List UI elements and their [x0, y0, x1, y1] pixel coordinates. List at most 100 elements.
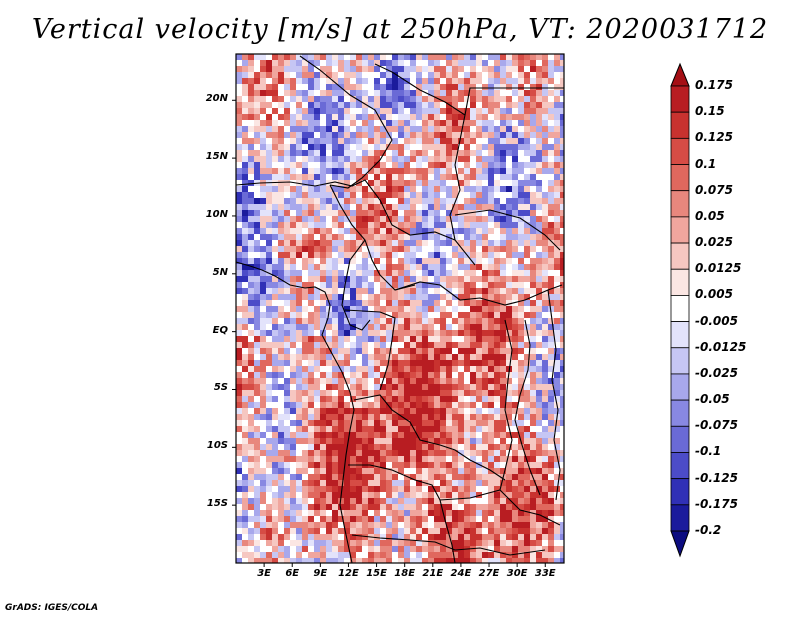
- field-cell: [296, 408, 303, 415]
- field-cell: [446, 96, 453, 103]
- field-cell: [296, 456, 303, 463]
- field-cell: [506, 204, 513, 211]
- field-cell: [368, 126, 375, 133]
- field-cell: [470, 408, 477, 415]
- field-cell: [458, 462, 465, 469]
- field-cell: [458, 300, 465, 307]
- field-cell: [254, 240, 261, 247]
- field-cell: [242, 462, 249, 469]
- field-cell: [386, 198, 393, 205]
- field-cell: [428, 102, 435, 109]
- field-cell: [242, 132, 249, 139]
- country-borders: [236, 55, 564, 563]
- field-cell: [290, 60, 297, 67]
- field-cell: [416, 384, 423, 391]
- field-cell: [422, 516, 429, 523]
- field-cell: [524, 66, 531, 73]
- field-cell: [434, 150, 441, 157]
- field-cell: [404, 270, 411, 277]
- field-cell: [344, 360, 351, 367]
- field-cell: [440, 276, 447, 283]
- field-cell: [530, 120, 537, 127]
- field-cell: [386, 402, 393, 409]
- field-cell: [494, 324, 501, 331]
- field-cell: [506, 408, 513, 415]
- field-cell: [296, 258, 303, 265]
- field-cell: [416, 408, 423, 415]
- field-cell: [320, 108, 327, 115]
- field-cell: [476, 144, 483, 151]
- field-cell: [320, 180, 327, 187]
- field-cell: [542, 372, 549, 379]
- field-cell: [326, 354, 333, 361]
- field-cell: [482, 372, 489, 379]
- field-cell: [374, 540, 381, 547]
- field-cell: [488, 306, 495, 313]
- field-cell: [272, 144, 279, 151]
- field-cell: [326, 120, 333, 127]
- field-cell: [446, 516, 453, 523]
- field-cell: [476, 96, 483, 103]
- field-cell: [482, 72, 489, 79]
- map-frame: [232, 53, 565, 567]
- field-cell: [524, 432, 531, 439]
- field-cell: [392, 288, 399, 295]
- field-cell: [548, 426, 555, 433]
- field-cell: [488, 120, 495, 127]
- field-cell: [356, 360, 363, 367]
- field-cell: [512, 456, 519, 463]
- field-cell: [362, 60, 369, 67]
- field-cell: [470, 516, 477, 523]
- field-cell: [422, 342, 429, 349]
- field-cell: [500, 84, 507, 91]
- field-cell: [518, 450, 525, 457]
- field-cell: [512, 90, 519, 97]
- field-cell: [248, 516, 255, 523]
- field-cell: [518, 180, 525, 187]
- field-cell: [386, 372, 393, 379]
- field-cell: [458, 222, 465, 229]
- field-cell: [278, 510, 285, 517]
- field-cell: [404, 384, 411, 391]
- field-cell: [482, 318, 489, 325]
- field-cell: [542, 330, 549, 337]
- field-cell: [380, 222, 387, 229]
- field-cell: [272, 294, 279, 301]
- field-cell: [308, 516, 315, 523]
- field-cell: [236, 528, 243, 535]
- field-cell: [236, 402, 243, 409]
- field-cell: [512, 258, 519, 265]
- field-cell: [356, 282, 363, 289]
- field-cell: [356, 378, 363, 385]
- field-cell: [434, 186, 441, 193]
- field-cell: [470, 102, 477, 109]
- field-cell: [278, 354, 285, 361]
- field-cell: [560, 210, 564, 217]
- field-cell: [428, 390, 435, 397]
- field-cell: [446, 528, 453, 535]
- field-cell: [488, 396, 495, 403]
- field-cell: [524, 540, 531, 547]
- field-cell: [248, 378, 255, 385]
- field-cell: [536, 102, 543, 109]
- field-cell: [362, 150, 369, 157]
- field-cell: [506, 60, 513, 67]
- field-cell: [272, 396, 279, 403]
- field-cell: [548, 246, 555, 253]
- field-cell: [500, 162, 507, 169]
- field-cell: [338, 228, 345, 235]
- field-cell: [290, 372, 297, 379]
- field-cell: [410, 414, 417, 421]
- field-cell: [488, 270, 495, 277]
- field-cell: [554, 426, 561, 433]
- field-cell: [470, 546, 477, 553]
- field-cell: [350, 126, 357, 133]
- field-cell: [530, 246, 537, 253]
- field-cell: [320, 384, 327, 391]
- field-cell: [338, 498, 345, 505]
- field-cell: [482, 258, 489, 265]
- field-cell: [458, 432, 465, 439]
- field-cell: [476, 384, 483, 391]
- field-cell: [458, 312, 465, 319]
- field-cell: [518, 210, 525, 217]
